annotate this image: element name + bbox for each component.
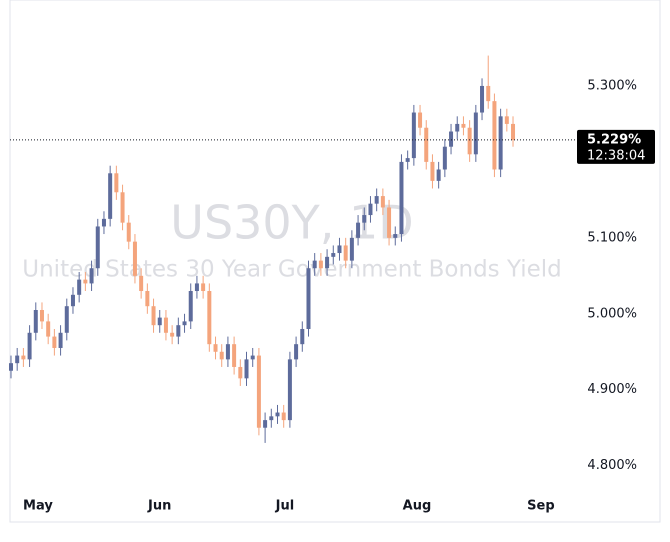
candle-body [442, 146, 447, 170]
candle-body [250, 355, 255, 360]
candle-body [219, 351, 224, 360]
y-tick-label: 5.300% [587, 78, 637, 93]
candle-body [263, 420, 268, 428]
candle-body [504, 116, 509, 124]
candle-body [380, 196, 385, 208]
candle-body [424, 127, 429, 162]
candle-body [467, 127, 472, 155]
candle-body [194, 283, 199, 292]
candle-body [52, 336, 57, 348]
candle-body [349, 237, 354, 261]
watermark-symbol: US30Y, 1D [170, 196, 413, 250]
last-price-label: 5.229% [587, 132, 641, 147]
watermark-description: United States 30 Year Government Bonds Y… [22, 257, 561, 283]
candle-body [176, 325, 181, 337]
candle-body [325, 256, 330, 269]
candle-body [83, 279, 88, 284]
candle-body [473, 112, 478, 155]
candle-body [312, 260, 317, 269]
candle-body [287, 359, 292, 421]
candle-body [126, 222, 131, 242]
candle-body [418, 112, 423, 128]
y-tick-label: 4.800% [587, 458, 637, 473]
candle-body [492, 101, 497, 170]
chart-frame [9, 0, 661, 523]
candle-body [455, 123, 460, 132]
candle-body [70, 294, 75, 307]
candle-body [306, 268, 311, 329]
candle-body [449, 131, 454, 147]
candle-body [356, 222, 361, 238]
candle-body [232, 344, 237, 367]
x-tick-label: Jun [147, 499, 171, 514]
candle-body [486, 85, 491, 102]
candle-body [405, 158, 410, 162]
candle-body [281, 412, 286, 421]
candle-body [108, 173, 113, 219]
candle-body [225, 344, 230, 360]
candle-body [170, 332, 175, 337]
candle-body [238, 366, 243, 379]
candle-body [64, 306, 69, 333]
candle-body [498, 116, 503, 170]
candle-body [101, 218, 106, 227]
candle-body [33, 310, 38, 333]
candle-body [368, 203, 373, 216]
candle-body [151, 306, 156, 326]
candle-body [95, 226, 100, 269]
candle-body [15, 355, 20, 364]
candle-body [480, 85, 485, 113]
candle-body [411, 112, 416, 159]
x-tick-label: Aug [403, 499, 432, 514]
candle-body [114, 173, 119, 193]
candle-body [331, 253, 336, 257]
y-tick-label: 5.100% [587, 230, 637, 245]
candle-body [362, 215, 367, 223]
candle-body [374, 196, 379, 204]
candle-body [188, 291, 193, 322]
candle-body [337, 245, 342, 254]
candle-body [163, 317, 168, 333]
candle-body [430, 161, 435, 181]
last-price-box [577, 129, 655, 164]
x-tick-label: Jul [275, 499, 295, 514]
candle-body [256, 355, 261, 428]
candle-body [139, 275, 144, 292]
candle-body [77, 279, 82, 295]
candle-body [461, 123, 466, 128]
candle-body [436, 169, 441, 181]
candle-body [275, 412, 280, 417]
y-tick-label: 5.000% [587, 306, 637, 321]
candle-body [120, 192, 125, 223]
candle-body [399, 161, 404, 235]
candle-body [207, 291, 212, 345]
x-tick-label: Sep [527, 499, 555, 514]
candle-body [201, 283, 206, 292]
candle-body [182, 321, 187, 326]
candle-body [269, 416, 274, 421]
candle-body [145, 291, 150, 307]
candle-body [244, 359, 249, 379]
candle-body [294, 344, 299, 360]
candle-body [39, 310, 44, 322]
candle-body [8, 363, 13, 371]
candle-body [387, 207, 392, 238]
candle-body [318, 260, 323, 269]
candle-body [27, 332, 32, 360]
candle-body [213, 344, 218, 352]
candle-body [511, 123, 516, 140]
candle-body [132, 241, 137, 276]
candle-body [89, 268, 94, 284]
x-tick-label: May [23, 499, 53, 514]
candle-body [300, 328, 305, 345]
y-tick-label: 4.900% [587, 382, 637, 397]
candle-body [58, 332, 63, 348]
candle-body [21, 355, 26, 360]
candle-body [343, 245, 348, 261]
candle-body [393, 234, 398, 238]
candle-body [157, 317, 162, 326]
countdown-label: 12:38:04 [587, 148, 645, 163]
candle-body [46, 321, 51, 337]
